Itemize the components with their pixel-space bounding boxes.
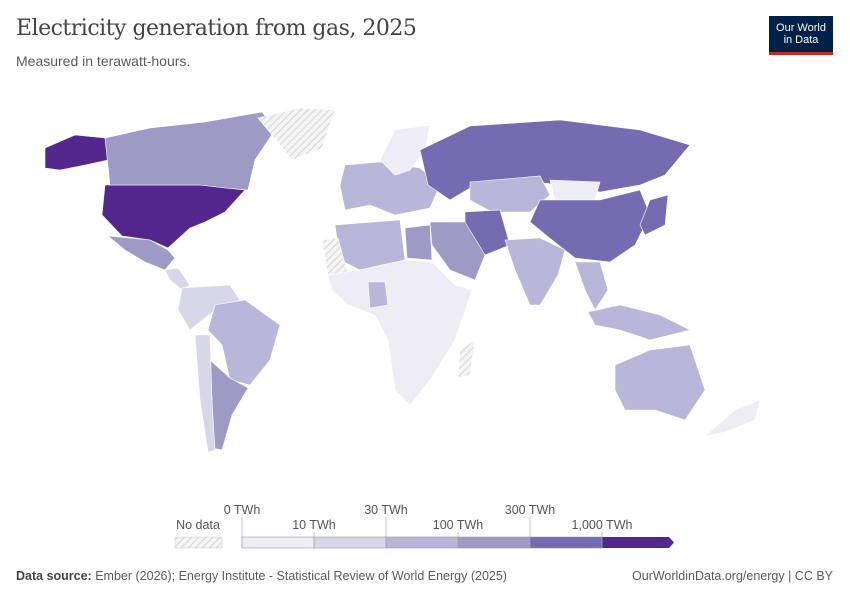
- chart-subtitle: Measured in terawatt-hours.: [16, 53, 191, 69]
- region-greenland[interactable]: [257, 107, 336, 161]
- region-indonesia[interactable]: [587, 304, 691, 341]
- legend-threshold-label: 10 TWh: [292, 518, 336, 532]
- region-madagascar[interactable]: [457, 339, 476, 379]
- region-canada[interactable]: [104, 111, 276, 191]
- legend: No data 0 TWh 10 TWh 30 TWh 100 TWh 300 TWh 1,…: [174, 503, 674, 549]
- logo-line-1: Our World: [776, 22, 826, 34]
- region-nigeria[interactable]: [367, 281, 389, 309]
- region-egypt[interactable]: [404, 224, 433, 261]
- legend-bin: [241, 536, 315, 549]
- data-source: Data source: Ember (2026); Energy Instit…: [16, 569, 507, 583]
- region-mexico[interactable]: [107, 235, 176, 271]
- region-brazil[interactable]: [207, 299, 281, 386]
- region-australia[interactable]: [614, 344, 706, 421]
- legend-threshold-label: 100 TWh: [433, 518, 484, 532]
- region-central-america[interactable]: [164, 267, 191, 291]
- legend-no-data-swatch: [174, 536, 223, 549]
- region-kazakhstan[interactable]: [469, 175, 551, 213]
- region-alaska[interactable]: [44, 134, 109, 171]
- footer-link[interactable]: OurWorldinData.org/energy | CC BY: [631, 569, 833, 583]
- legend-threshold-label: 0 TWh: [224, 503, 261, 517]
- legend-bin: [313, 536, 387, 549]
- region-india[interactable]: [504, 237, 566, 306]
- region-africa[interactable]: [327, 259, 473, 406]
- legend-bin: [529, 536, 603, 549]
- region-mongolia[interactable]: [549, 179, 601, 201]
- owid-logo[interactable]: Our World in Data: [769, 16, 833, 55]
- region-chile[interactable]: [194, 334, 216, 453]
- region-southeast-asia[interactable]: [574, 261, 609, 311]
- legend-bin: [385, 536, 459, 549]
- region-saudi-arabia[interactable]: [429, 221, 486, 281]
- region-japan[interactable]: [639, 194, 669, 236]
- region-new-zealand[interactable]: [703, 399, 761, 437]
- legend-no-data-label: No data: [176, 518, 220, 532]
- source-label: Data source:: [16, 569, 92, 583]
- region-russia[interactable]: [419, 119, 691, 201]
- legend-bin-open: [602, 537, 674, 548]
- region-china[interactable]: [529, 189, 651, 263]
- legend-bin: [457, 536, 531, 549]
- source-text: Ember (2026); Energy Institute - Statist…: [95, 569, 507, 583]
- chart-title: Electricity generation from gas, 2025: [16, 16, 417, 41]
- legend-threshold-label: 30 TWh: [364, 503, 408, 517]
- legend-threshold-label: 1,000 TWh: [572, 518, 633, 532]
- logo-line-2: in Data: [783, 34, 819, 46]
- legend-threshold-label: 300 TWh: [505, 503, 556, 517]
